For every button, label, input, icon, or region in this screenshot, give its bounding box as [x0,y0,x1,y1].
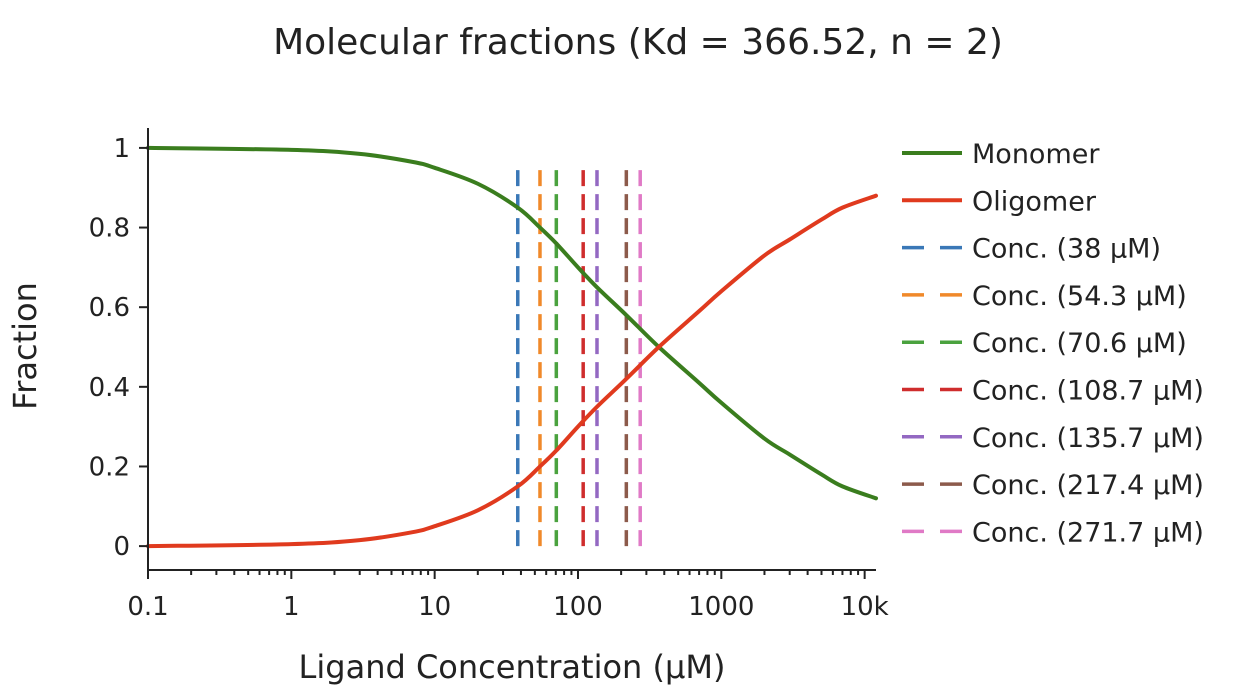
y-tick-label: 1 [113,134,130,164]
x-tick-label: 10k [841,592,889,622]
legend-label: Conc. (38 μM) [972,234,1161,265]
legend-item: Conc. (135.7 μM) [902,423,1204,454]
legend-label: Conc. (271.7 μM) [972,517,1204,548]
x-axis-title: Ligand Concentration (μM) [299,648,726,686]
y-tick-label: 0.4 [89,373,130,403]
x-tick-label: 10 [418,592,451,622]
legend-label: Conc. (108.7 μM) [972,376,1204,407]
legend-label: Conc. (217.4 μM) [972,470,1204,501]
y-tick-label: 0 [113,532,130,562]
legend-item: Conc. (108.7 μM) [902,376,1204,407]
x-tick-label: 1 [283,592,300,622]
legend-label: Conc. (135.7 μM) [972,423,1204,454]
y-tick-label: 0.6 [89,293,130,323]
y-tick-label: 0.2 [89,452,130,482]
x-tick-label: 0.1 [127,592,168,622]
x-tick-label: 100 [553,592,603,622]
legend-label: Oligomer [972,186,1097,217]
x-tick-label: 1000 [688,592,754,622]
legend-item: Conc. (54.3 μM) [902,281,1187,312]
legend-item: Oligomer [902,186,1097,217]
legend-label: Conc. (70.6 μM) [972,328,1187,359]
series-line-oligomer [146,193,878,549]
y-axis: 0 0.2 0.4 0.6 0.8 1 [89,128,149,570]
legend-item: Monomer [902,139,1100,170]
legend-label: Conc. (54.3 μM) [972,281,1187,312]
y-tick-label: 0.8 [89,214,130,244]
x-axis: 0.1 1 10 100 1000 10k [127,569,889,622]
series-line-monomer [146,145,878,501]
plot-area [146,145,878,549]
legend-item: Conc. (38 μM) [902,234,1161,265]
legend-item: Conc. (271.7 μM) [902,517,1204,548]
legend-item: Conc. (217.4 μM) [902,470,1204,501]
chart-title: Molecular fractions (Kd = 366.52, n = 2) [273,22,1003,63]
legend-item: Conc. (70.6 μM) [902,328,1187,359]
y-axis-title: Fraction [6,282,44,410]
legend: Monomer Oligomer Conc. (38 μM) Conc. (54.3 … [902,139,1204,548]
legend-label: Monomer [972,139,1100,170]
